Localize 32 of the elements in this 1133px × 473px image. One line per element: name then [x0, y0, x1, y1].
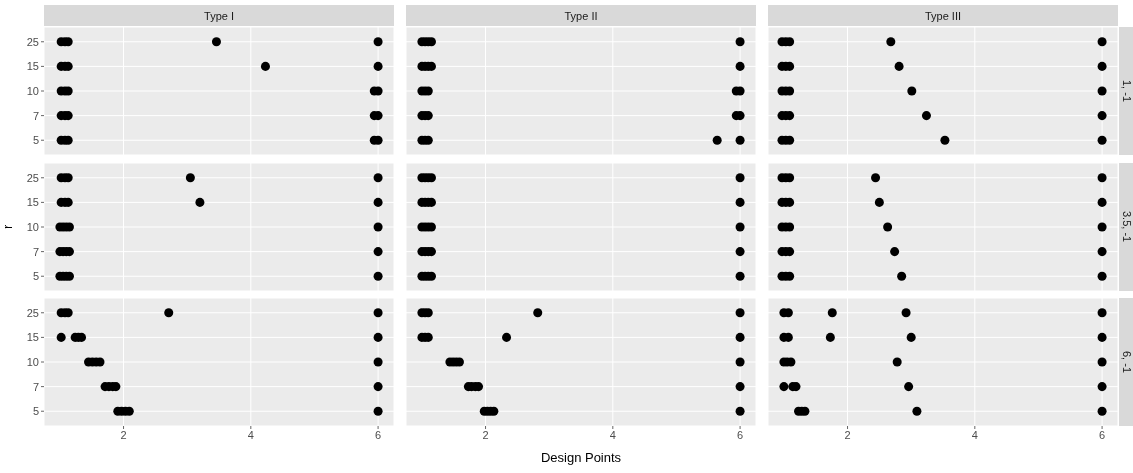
y-axis-title: r — [0, 223, 15, 232]
y-tick-label: 15 — [26, 60, 39, 73]
y2-axis-title: 3.5, -1 — [1119, 163, 1133, 291]
y-tick-label: 15 — [26, 196, 39, 209]
y-tick-label: 10 — [26, 220, 39, 233]
x-tick-label: 6 — [375, 428, 382, 441]
y2-axis-title: 1, -1 — [1119, 27, 1133, 155]
y-tick-label: 7 — [32, 245, 39, 258]
x-tick-label: 2 — [844, 428, 851, 441]
y-tick-label: 10 — [26, 84, 39, 97]
chart-title: Type III — [768, 5, 1118, 26]
x-tick-label: 6 — [1099, 428, 1106, 441]
chart-title: Type I — [44, 5, 394, 26]
y2-axis-title: 6, -1 — [1119, 298, 1133, 426]
y-tick-label: 25 — [26, 35, 39, 48]
y-tick-label: 15 — [26, 331, 39, 344]
y-tick-label: 25 — [26, 171, 39, 184]
y-tick-label: 7 — [32, 380, 39, 393]
y-tick-label: 7 — [32, 109, 39, 122]
y-tick-label: 5 — [32, 270, 39, 283]
y-tick-label: 5 — [32, 134, 39, 147]
y-tick-label: 5 — [32, 405, 39, 418]
x-axis-title: Design Points — [539, 450, 623, 465]
x-tick-label: 2 — [120, 428, 127, 441]
x-tick-label: 4 — [971, 428, 978, 441]
x-tick-label: 6 — [737, 428, 744, 441]
x-tick-label: 2 — [482, 428, 489, 441]
x-tick-label: 4 — [609, 428, 616, 441]
y-tick-label: 10 — [26, 355, 39, 368]
chart-title: Type II — [406, 5, 756, 26]
x-tick-label: 4 — [247, 428, 254, 441]
y-tick-label: 25 — [26, 306, 39, 319]
